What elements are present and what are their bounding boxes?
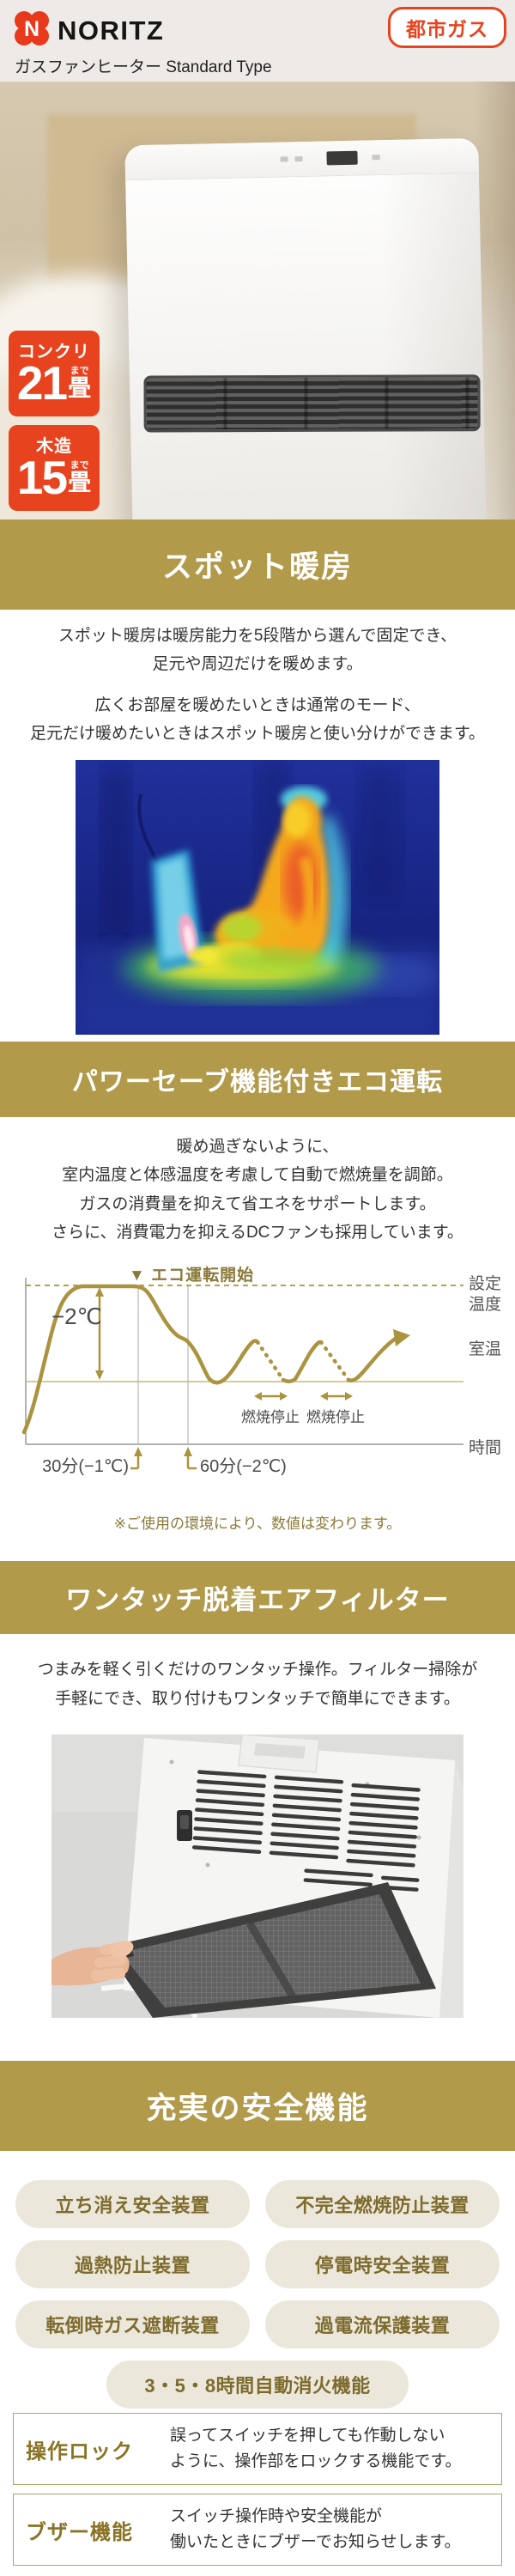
section-banner-eco: パワーセーブ機能付きエコ運転 bbox=[0, 1042, 515, 1117]
event-60min-label: 60分(−2℃) bbox=[200, 1457, 287, 1476]
eco-text: 暖め過ぎないように、 室内温度と体感温度を考慮して自動で燃焼量を調節。 ガスの消… bbox=[52, 1138, 464, 1242]
capacity-value: 15 bbox=[16, 451, 68, 504]
filter-photo bbox=[0, 1735, 515, 2018]
safety-pill-incomplete-combustion: 不完全燃焼防止装置 bbox=[265, 2180, 500, 2228]
eco-chart-graphic bbox=[21, 1278, 464, 1470]
svg-text:N: N bbox=[24, 17, 39, 41]
capacity-badge-wood: 木造 15 まで 畳 bbox=[9, 425, 100, 511]
capacity-badge-concrete: コンクリ 21 まで 畳 bbox=[9, 331, 100, 416]
spot-paragraph-2: 広くお部屋を暖めたいときは通常のモード、 足元だけ暖めたいときはスポット暖房と使… bbox=[29, 696, 486, 743]
section-banner-spot-heating: スポット暖房 bbox=[0, 519, 515, 610]
row-label-operation-lock: 操作ロック bbox=[26, 2439, 133, 2464]
temp-drop-label: −2℃ bbox=[52, 1303, 102, 1329]
room-temperature-label: 室温 bbox=[469, 1340, 502, 1358]
heater-button bbox=[372, 155, 381, 161]
heater-button bbox=[294, 156, 303, 162]
table-row: 操作ロック 誤ってスイッチを押しても作動しない ように、操作部をロックする機能で… bbox=[13, 2413, 502, 2485]
gas-type-badge: 都市ガス bbox=[388, 7, 506, 48]
capacity-type: 木造 bbox=[36, 437, 72, 456]
thermal-image-graphic bbox=[76, 760, 439, 1035]
set-temperature-label: 設定温度 bbox=[469, 1275, 502, 1314]
filter-text: つまみを軽く引くだけのワンタッチ操作。フィルター掃除が 手軽にでき、取り付けもワ… bbox=[37, 1661, 478, 1708]
table-row: ブザー機能 スイッチ操作時や安全機能が 働いたときにブザーでお知らせします。 bbox=[13, 2494, 502, 2566]
filter-photo-graphic bbox=[52, 1735, 464, 2018]
row-label-buzzer: ブザー機能 bbox=[26, 2520, 133, 2544]
safety-pill-power-outage: 停電時安全装置 bbox=[265, 2240, 500, 2288]
hero-product-photo: コンクリ 21 まで 畳 木造 15 まで 畳 bbox=[0, 82, 515, 519]
safety-pill-overheat: 過熱防止装置 bbox=[15, 2240, 250, 2288]
event-30min-label: 30分(−1℃) bbox=[42, 1457, 129, 1476]
page-header: N NORITZ ガスファンヒーター Standard Type 都市ガス bbox=[0, 0, 515, 82]
capacity-unit: 畳 bbox=[68, 470, 92, 495]
noritz-logo-icon: N bbox=[14, 10, 50, 51]
heater-front-grille bbox=[143, 374, 481, 433]
capacity-type: コンクリ bbox=[18, 343, 90, 361]
spot-heating-text: スポット暖房は暖房能力を5段階から選んで固定でき、 足元や周辺だけを暖めます。 … bbox=[0, 610, 515, 760]
capacity-value: 21 bbox=[16, 356, 68, 410]
safety-pill-flame-failure: 立ち消え安全装置 bbox=[15, 2180, 250, 2228]
spot-paragraph-1: スポット暖房は暖房能力を5段階から選んで固定でき、 足元や周辺だけを暖めます。 bbox=[58, 627, 457, 674]
burn-stop-label: 燃焼停止 bbox=[241, 1409, 300, 1425]
heater-control-panel bbox=[124, 137, 479, 181]
safety-info-table: 操作ロック 誤ってスイッチを押しても作動しない ように、操作部をロックする機能で… bbox=[13, 2413, 502, 2576]
safety-pill-tipover-gas-shutoff: 転倒時ガス遮断装置 bbox=[15, 2300, 250, 2348]
capacity-suffix: まで bbox=[70, 460, 89, 471]
noritz-logo: N NORITZ bbox=[14, 10, 164, 51]
heater-display bbox=[326, 150, 358, 166]
safety-feature-list: 立ち消え安全装置 不完全燃焼防止装置 過熱防止装置 停電時安全装置 転倒時ガス遮… bbox=[0, 2151, 515, 2413]
row-desc-buzzer: スイッチ操作時や安全機能が 働いたときにブザーでお知らせします。 bbox=[170, 2506, 461, 2551]
burn-stop-label: 燃焼停止 bbox=[306, 1409, 365, 1425]
brand-name: NORITZ bbox=[58, 15, 165, 46]
safety-pill-auto-off-timer: 3・5・8時間自動消火機能 bbox=[106, 2360, 409, 2409]
capacity-unit: 畳 bbox=[68, 375, 92, 401]
product-subtitle: ガスファンヒーター Standard Type bbox=[15, 58, 272, 76]
heater-button bbox=[280, 156, 288, 162]
capacity-suffix: まで bbox=[70, 366, 89, 376]
eco-start-annotation: ▼ エコ運転開始 bbox=[129, 1267, 255, 1285]
time-axis-label: 時間 bbox=[469, 1439, 502, 1457]
safety-pill-overcurrent: 過電流保護装置 bbox=[265, 2300, 500, 2348]
heater-unit bbox=[124, 137, 487, 519]
thermal-image bbox=[0, 760, 515, 1035]
section-banner-safety: 充実の安全機能 bbox=[0, 2061, 515, 2151]
eco-chart-note: ※ご使用の環境により、数値は変わります。 bbox=[113, 1516, 402, 1532]
row-desc-operation-lock: 誤ってスイッチを押しても作動しない ように、操作部をロックする機能です。 bbox=[170, 2426, 462, 2470]
eco-chart: ▼ エコ運転開始 −2℃ 燃焼停止 燃焼停止 設定温度 室温 時間 30分(−1… bbox=[0, 1262, 515, 1498]
section-banner-filter: ワンタッチ脱着エアフィルター bbox=[0, 1561, 515, 1634]
